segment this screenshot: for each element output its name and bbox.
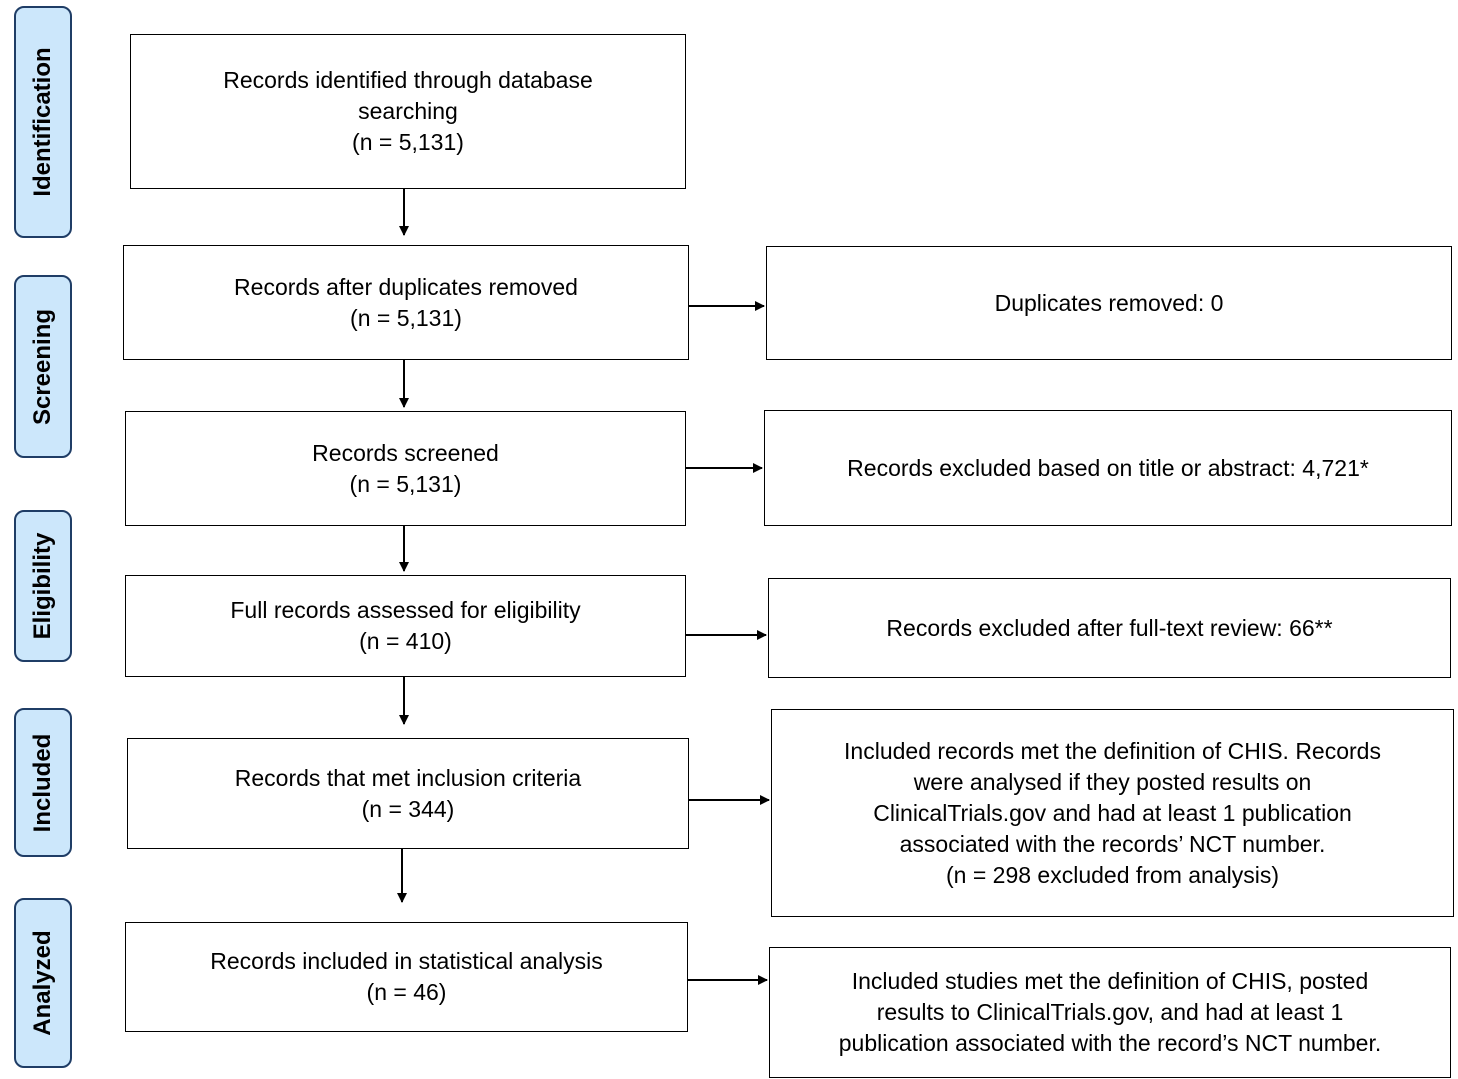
stage-analyzed: Analyzed <box>14 898 72 1068</box>
stage-identification: Identification <box>14 6 72 238</box>
box-records-in-analysis: Records included in statistical analysis… <box>125 922 688 1032</box>
box-excluded-full-text: Records excluded after full-text review:… <box>768 578 1451 678</box>
box-duplicates-removed: Duplicates removed: 0 <box>766 246 1452 360</box>
box-analysis-note: Included studies met the definition of C… <box>769 947 1451 1078</box>
box-records-screened: Records screened (n = 5,131) <box>125 411 686 526</box>
stage-eligibility: Eligibility <box>14 510 72 662</box>
stage-screening: Screening <box>14 275 72 458</box>
box-records-identified: Records identified through database sear… <box>130 34 686 189</box>
box-excluded-title-abstract: Records excluded based on title or abstr… <box>764 410 1452 526</box>
box-records-after-duplicates: Records after duplicates removed (n = 5,… <box>123 245 689 360</box>
box-records-met-criteria: Records that met inclusion criteria (n =… <box>127 738 689 849</box>
box-included-records-note: Included records met the definition of C… <box>771 709 1454 917</box>
box-full-records-assessed: Full records assessed for eligibility (n… <box>125 575 686 677</box>
stage-included: Included <box>14 708 72 857</box>
